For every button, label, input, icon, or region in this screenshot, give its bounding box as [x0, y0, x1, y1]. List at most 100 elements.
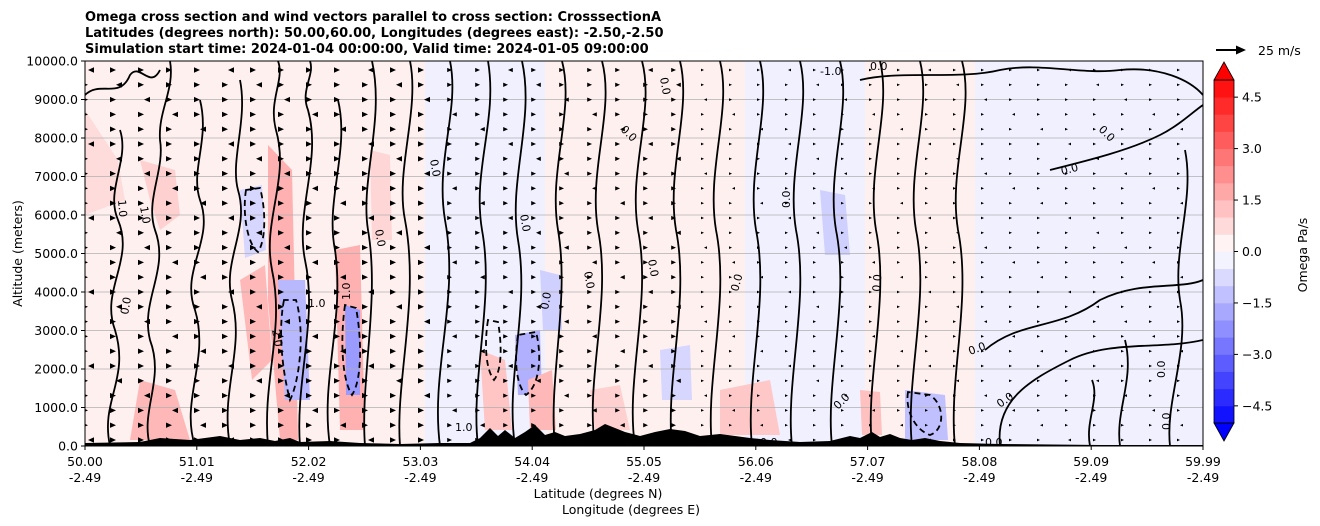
wind-vector [1065, 275, 1068, 279]
wind-vector [1121, 113, 1124, 116]
wind-vector [564, 171, 569, 176]
wind-vector [643, 408, 648, 413]
wind-vector [1180, 127, 1183, 131]
wind-vector [284, 96, 290, 103]
wind-vector [194, 170, 200, 177]
wind-vector [228, 141, 234, 147]
wind-vector [340, 422, 346, 428]
wind-vector [587, 319, 592, 324]
wind-vector [981, 364, 984, 368]
wind-vector [592, 408, 597, 413]
wind-vector [1177, 305, 1180, 309]
wind-vector [110, 422, 116, 428]
wind-vector [110, 200, 116, 206]
wind-vector [760, 275, 763, 279]
wind-vector [701, 142, 704, 146]
wind-vector [138, 422, 144, 428]
wind-vector [138, 156, 144, 162]
wind-vector [503, 97, 508, 102]
wind-vector [110, 244, 116, 251]
wind-vector [194, 111, 200, 118]
wind-vector [897, 335, 900, 338]
wind-vector [306, 156, 312, 162]
wind-vector [250, 200, 256, 206]
wind-vector [390, 274, 396, 280]
wind-vector [1124, 246, 1127, 249]
wind-vector [138, 126, 144, 132]
wind-vector [194, 215, 200, 221]
contour-line [511, 61, 527, 446]
wind-vector [671, 141, 676, 147]
wind-vector [671, 275, 676, 280]
wind-vector [1009, 157, 1012, 161]
x-tick-label-longitude: -2.49 [740, 470, 772, 485]
wind-vector [1180, 275, 1183, 279]
wind-vector [334, 363, 340, 369]
wind-vector [785, 201, 788, 205]
wind-vector [788, 290, 791, 294]
wind-vector [110, 96, 116, 103]
wind-vector [1065, 83, 1068, 87]
wind-vector [531, 67, 536, 73]
wind-vector [418, 407, 424, 414]
omega-positive-region [240, 265, 272, 380]
wind-vector [475, 245, 480, 250]
wind-vector [701, 275, 704, 279]
wind-vector [869, 83, 872, 87]
wind-vector [1177, 68, 1180, 72]
wind-vector [841, 113, 844, 116]
contour-line [984, 279, 1203, 351]
wind-vector [531, 260, 536, 265]
wind-vector [813, 423, 816, 427]
wind-vector [1009, 246, 1012, 249]
wind-vector [981, 261, 984, 264]
wind-vector [334, 67, 340, 73]
contour-label: 0.0 [372, 228, 388, 247]
wind-vector [559, 349, 564, 354]
wind-vector [701, 68, 704, 72]
wind-vector [368, 437, 374, 443]
wind-vector [841, 379, 844, 383]
wind-vector [222, 407, 228, 414]
wind-vector [701, 261, 704, 264]
wind-vector [953, 335, 956, 338]
wind-vector [729, 201, 732, 205]
wind-vector [447, 215, 452, 221]
wind-vector [564, 319, 569, 324]
wind-vector [760, 423, 763, 427]
contour-label: 0.0 [657, 76, 673, 95]
wind-vector [531, 393, 536, 398]
wind-vector [1149, 231, 1152, 235]
wind-vector [306, 304, 312, 310]
wind-vector [1149, 305, 1152, 309]
wind-vector [250, 392, 256, 399]
wind-vector [925, 275, 928, 279]
wind-vector [869, 216, 872, 220]
wind-vector [953, 187, 956, 190]
wind-vector [447, 97, 452, 102]
wind-vector [508, 363, 513, 369]
contour-line [869, 61, 885, 446]
wind-vector [559, 408, 564, 413]
wind-vector [701, 83, 704, 87]
wind-vector [925, 98, 928, 101]
wind-vector [897, 216, 900, 220]
wind-vector [531, 408, 536, 413]
wind-vector [475, 97, 480, 102]
wind-vector [1124, 394, 1127, 397]
wind-vector [701, 187, 704, 190]
wind-vector [222, 200, 228, 206]
wind-vector [1037, 142, 1040, 146]
wind-vector [785, 187, 788, 190]
wind-vector [729, 83, 732, 87]
wind-vector [250, 111, 256, 118]
wind-vector [869, 68, 872, 72]
wind-vector [222, 156, 228, 162]
wind-vector [587, 349, 592, 354]
colorbar-tick-label: 3.0 [1242, 141, 1262, 156]
wind-vector [953, 127, 956, 131]
wind-vector [503, 186, 508, 191]
wind-vector [813, 113, 816, 116]
wind-vector [841, 423, 844, 427]
wind-vector [194, 96, 200, 103]
